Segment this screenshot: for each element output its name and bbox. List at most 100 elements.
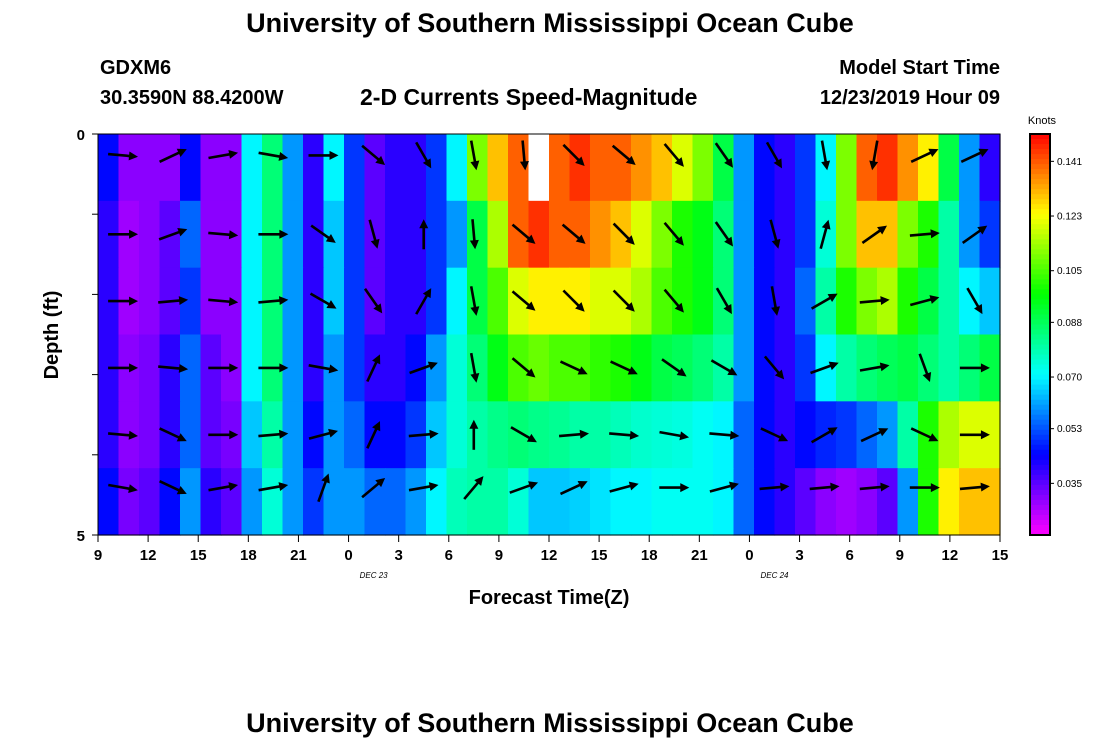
current-arrow [869,140,879,171]
heatmap-cell [323,200,345,269]
heatmap-cell [344,468,366,536]
heatmap-cell [467,468,489,536]
current-arrow [659,430,690,441]
heatmap-cell [836,401,858,469]
heatmap-cell [200,134,222,202]
heatmap-cell [385,401,407,469]
heatmap-cell [795,334,817,402]
model-start-label: Model Start Time [839,57,1000,79]
heatmap-cell [118,468,140,536]
heatmap-cell [139,468,161,536]
heatmap-cell [241,267,263,336]
heatmap-cell [672,200,694,269]
current-arrow [959,430,990,440]
heatmap-cell [672,334,694,402]
current-arrow [469,419,479,450]
heatmap-cell [569,267,591,336]
heatmap-cell [549,468,571,536]
chart-subtitle: 2-D Currents Speed-Magnitude [360,84,698,110]
heatmap-cell [569,468,591,536]
current-arrow [158,296,189,306]
heatmap-cell [323,134,345,202]
heatmap-cell [897,200,919,269]
heatmap-cell [836,468,858,536]
heatmap-cell [754,267,776,336]
heatmap-cell [549,334,571,402]
heatmap-cell [200,468,222,536]
current-arrow [562,143,585,167]
heatmap-cell [405,267,427,336]
current-arrow [409,361,438,375]
heatmap-cell [487,334,509,402]
heatmap-cell [549,267,571,336]
current-arrow [810,427,838,444]
heatmap-cell [877,267,899,336]
x-tick-label: 0 [344,547,352,564]
heatmap-cell [610,200,632,269]
heatmap-cell [959,200,981,269]
x-tick-label: 15 [591,547,608,564]
heatmap-cell [549,200,571,269]
heatmap-cell [610,267,632,336]
x-tick-label: 21 [691,547,708,564]
heatmap-cell [877,134,899,202]
x-tick-label: 9 [94,547,102,564]
current-arrow [765,141,782,169]
heatmap-cell [344,334,366,402]
heatmap-cell [241,468,263,536]
heatmap-cell [631,334,653,402]
heatmap-cell [528,401,550,469]
current-arrow [609,430,640,440]
heatmap-cell [385,334,407,402]
current-arrow [810,293,838,310]
y-tick-label: 0 [77,127,85,144]
heatmap-cell [713,134,735,202]
heatmap-cell [180,134,202,202]
heatmap-cell [733,200,755,269]
heatmap-cell [651,401,673,469]
heatmap-cells [98,134,1001,536]
heatmap-cell [303,468,325,536]
heatmap-cell [508,334,530,402]
current-arrows [107,140,990,503]
heatmap-cell [446,134,468,202]
current-arrow [819,219,831,250]
heatmap-cell [282,401,304,469]
heatmap-cell [323,468,345,536]
heatmap-cell [303,401,325,469]
heatmap-cell [241,134,263,202]
heatmap-cell [344,200,366,269]
current-arrow [610,360,638,375]
heatmap-cell [508,267,530,336]
y-axis-label: Depth (ft) [41,291,63,380]
current-arrow [763,355,785,380]
x-tick-label: 18 [240,547,257,564]
heatmap-cell [774,468,796,536]
current-arrow [159,148,187,163]
heatmap-cell [159,401,181,469]
heatmap-cell [979,468,1001,536]
heatmap-cell [590,468,612,536]
current-arrow [258,229,289,239]
current-arrow [769,219,781,249]
colorbar-tick-label: 0.088 [1057,318,1082,329]
current-arrow [960,148,989,163]
y-axis: 05 [77,127,98,545]
heatmap-cell [139,134,161,202]
current-arrow [107,430,138,440]
heatmap-cell [180,468,202,536]
heatmap-cell [631,200,653,269]
current-arrow [469,140,480,171]
heatmap-cell [180,401,202,469]
heatmap-cell [610,468,632,536]
heatmap-cell [651,200,673,269]
heatmap-cell [918,401,940,469]
heatmap-cell [590,134,612,202]
heatmap-cell [200,267,222,336]
heatmap-cell [692,200,714,269]
current-arrow [469,352,480,383]
current-arrow [611,144,636,166]
current-arrow [258,482,289,492]
current-arrow [408,482,439,492]
heatmap-cell [959,267,981,336]
